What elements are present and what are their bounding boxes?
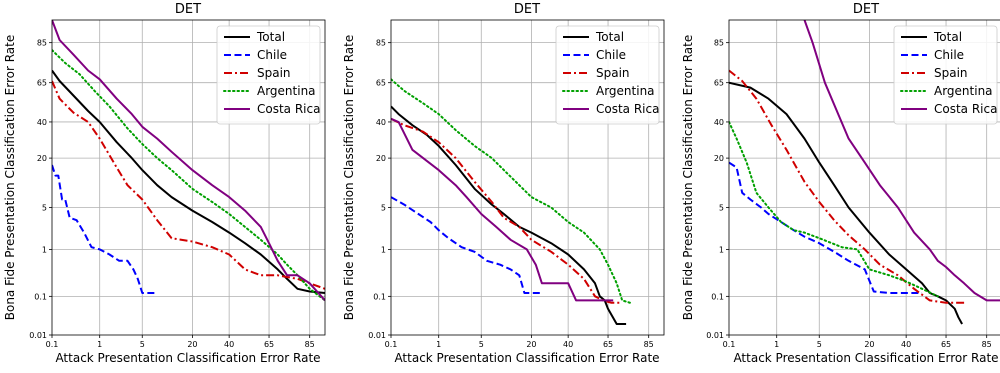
x-tick-label: 85 — [982, 340, 992, 349]
y-tick-label: 0.01 — [368, 331, 386, 340]
y-tick-label: 85 — [37, 39, 47, 48]
chart-title: DET — [514, 2, 540, 17]
x-tick-label: 1 — [774, 340, 779, 349]
legend-box — [893, 25, 998, 125]
series-line-total — [729, 81, 963, 325]
series-line-costa-rica — [391, 117, 614, 302]
y-tick-label: 65 — [37, 79, 47, 88]
series-line-chile — [729, 161, 922, 294]
legend-label: Total — [595, 30, 624, 44]
x-tick-label: 65 — [603, 340, 613, 349]
legend-label: Total — [933, 30, 962, 44]
series-line-chile — [391, 196, 542, 294]
y-tick-label: 85 — [376, 39, 386, 48]
x-tick-label: 0.1 — [46, 340, 59, 349]
legend-label: Costa Rica — [257, 102, 320, 116]
y-tick-label: 0.01 — [706, 331, 724, 340]
chart-title: DET — [175, 2, 201, 17]
series-line-argentina — [52, 49, 325, 302]
legend-label: Argentina — [596, 84, 655, 98]
det-panel-2: 0.1 1 5 20 40 65 850.010.11520406585DETAttack … — [342, 2, 665, 365]
legend-label: Total — [256, 30, 285, 44]
series-line-argentina — [729, 121, 939, 298]
x-tick-label: 85 — [644, 340, 654, 349]
x-tick-label: 5 — [817, 340, 822, 349]
y-tick-label: 85 — [714, 39, 724, 48]
legend: Total Chile Spain Argentina Costa Rica — [893, 25, 998, 125]
x-tick-label: 85 — [305, 340, 315, 349]
x-tick-label: 20 — [864, 340, 874, 349]
y-tick-label: 0.1 — [34, 292, 47, 301]
x-tick-label: 40 — [224, 340, 234, 349]
series-line-argentina — [391, 78, 632, 304]
x-tick-label: 1 — [97, 340, 102, 349]
series-line-chile — [52, 164, 158, 294]
legend-label: Chile — [596, 48, 626, 62]
y-tick-label: 20 — [376, 154, 386, 163]
legend: Total Chile Spain Argentina Costa Rica — [555, 25, 660, 125]
x-axis-label: Attack Presentation Classification Error… — [394, 351, 659, 365]
x-tick-label: 65 — [941, 340, 951, 349]
legend-label: Costa Rica — [934, 102, 997, 116]
legend: Total Chile Spain Argentina Costa Rica — [216, 25, 321, 125]
y-tick-label: 0.01 — [29, 331, 47, 340]
legend-label: Argentina — [257, 84, 316, 98]
y-tick-label: 0.1 — [373, 292, 386, 301]
x-axis-label: Attack Presentation Classification Error… — [55, 351, 320, 365]
legend-label: Spain — [934, 66, 968, 80]
x-tick-label: 20 — [187, 340, 197, 349]
y-tick-label: 0.1 — [711, 292, 724, 301]
x-tick-label: 20 — [526, 340, 536, 349]
legend-label: Chile — [934, 48, 964, 62]
series-line-spain — [729, 69, 965, 304]
plot-frame — [390, 19, 665, 336]
x-tick-label: 5 — [140, 340, 145, 349]
det-panel-3: 0.1 1 5 20 40 65 850.010.11520406585DETAttack … — [681, 2, 1000, 365]
y-tick-label: 65 — [714, 79, 724, 88]
y-axis-label: Bona Fide Presentation Classification Er… — [681, 35, 695, 321]
series-line-spain — [391, 117, 621, 304]
y-tick-label: 40 — [714, 118, 724, 127]
x-tick-label: 65 — [264, 340, 274, 349]
chart-title: DET — [853, 2, 879, 17]
series-line-spain — [52, 80, 325, 290]
x-tick-label: 5 — [479, 340, 484, 349]
legend-box — [216, 25, 321, 125]
y-tick-label: 20 — [37, 154, 47, 163]
x-tick-label: 40 — [563, 340, 573, 349]
x-tick-label: 1 — [436, 340, 441, 349]
plot-frame — [51, 19, 326, 336]
series-line-costa-rica — [52, 20, 325, 302]
legend-label: Argentina — [934, 84, 993, 98]
x-tick-label: 0.1 — [723, 340, 736, 349]
y-tick-label: 40 — [376, 118, 386, 127]
y-tick-label: 1 — [42, 245, 47, 254]
x-tick-label: 40 — [901, 340, 911, 349]
y-tick-label: 5 — [42, 203, 47, 212]
y-tick-label: 1 — [381, 245, 386, 254]
legend-label: Chile — [257, 48, 287, 62]
x-tick-label: 0.1 — [385, 340, 398, 349]
legend-box — [555, 25, 660, 125]
series-line-costa-rica — [803, 20, 1000, 302]
legend-label: Spain — [257, 66, 291, 80]
legend-label: Spain — [596, 66, 630, 80]
y-tick-label: 5 — [719, 203, 724, 212]
y-axis-label: Bona Fide Presentation Classification Er… — [3, 35, 17, 321]
y-tick-label: 5 — [381, 203, 386, 212]
y-tick-label: 65 — [376, 79, 386, 88]
det-panel-1: 0.1 1 5 20 40 65 850.010.11520406585DETAttack … — [3, 2, 326, 365]
y-tick-label: 1 — [719, 245, 724, 254]
y-tick-label: 40 — [37, 118, 47, 127]
legend-label: Costa Rica — [596, 102, 659, 116]
y-tick-label: 20 — [714, 154, 724, 163]
y-axis-label: Bona Fide Presentation Classification Er… — [342, 35, 356, 321]
x-axis-label: Attack Presentation Classification Error… — [733, 351, 998, 365]
plot-frame — [728, 19, 1000, 336]
